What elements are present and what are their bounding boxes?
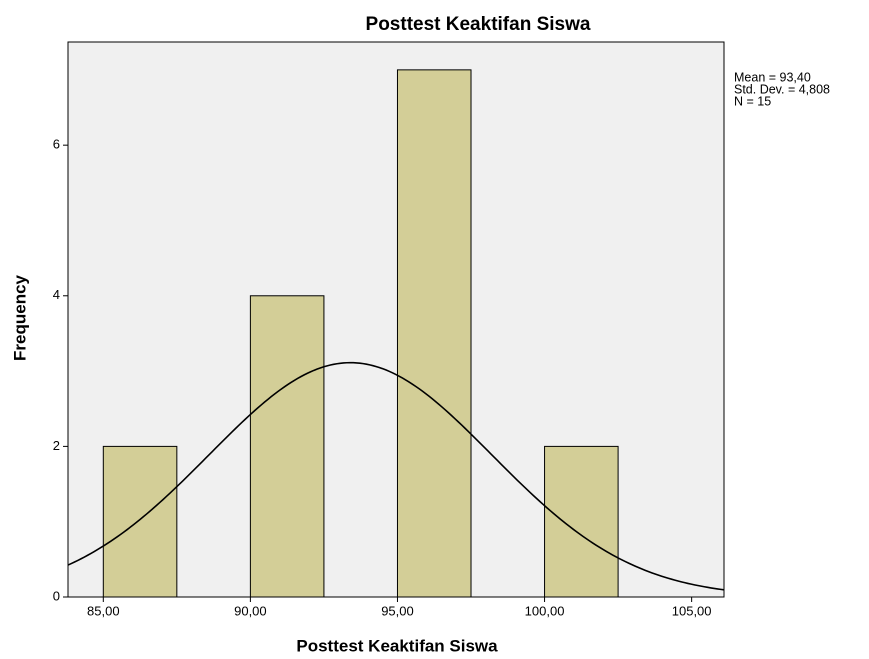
x-tick-label: 85,00 — [87, 603, 120, 618]
stat-mean: Mean = 93,40 — [734, 70, 811, 84]
x-tick-label: 90,00 — [234, 603, 267, 618]
x-tick-label: 105,00 — [672, 603, 712, 618]
bar — [249, 295, 325, 598]
x-tick-label: 100,00 — [525, 603, 565, 618]
y-tick-label: 4 — [53, 287, 60, 302]
y-tick-label: 2 — [53, 438, 60, 453]
chart-title: Posttest Keaktifan Siswa — [366, 14, 591, 35]
stat-n: N = 15 — [734, 94, 771, 108]
x-tick-label: 95,00 — [381, 603, 414, 618]
bar — [102, 445, 178, 598]
y-tick-label: 6 — [53, 137, 60, 152]
normal-curve — [67, 361, 725, 591]
bar — [544, 445, 619, 598]
x-axis-title: Posttest Keaktifan Siswa — [296, 636, 498, 655]
y-tick-label: 0 — [53, 588, 60, 603]
bar — [396, 69, 472, 598]
stat-std-dev: Std. Dev. = 4,808 — [734, 82, 830, 96]
y-axis-title: Frequency — [10, 274, 29, 361]
